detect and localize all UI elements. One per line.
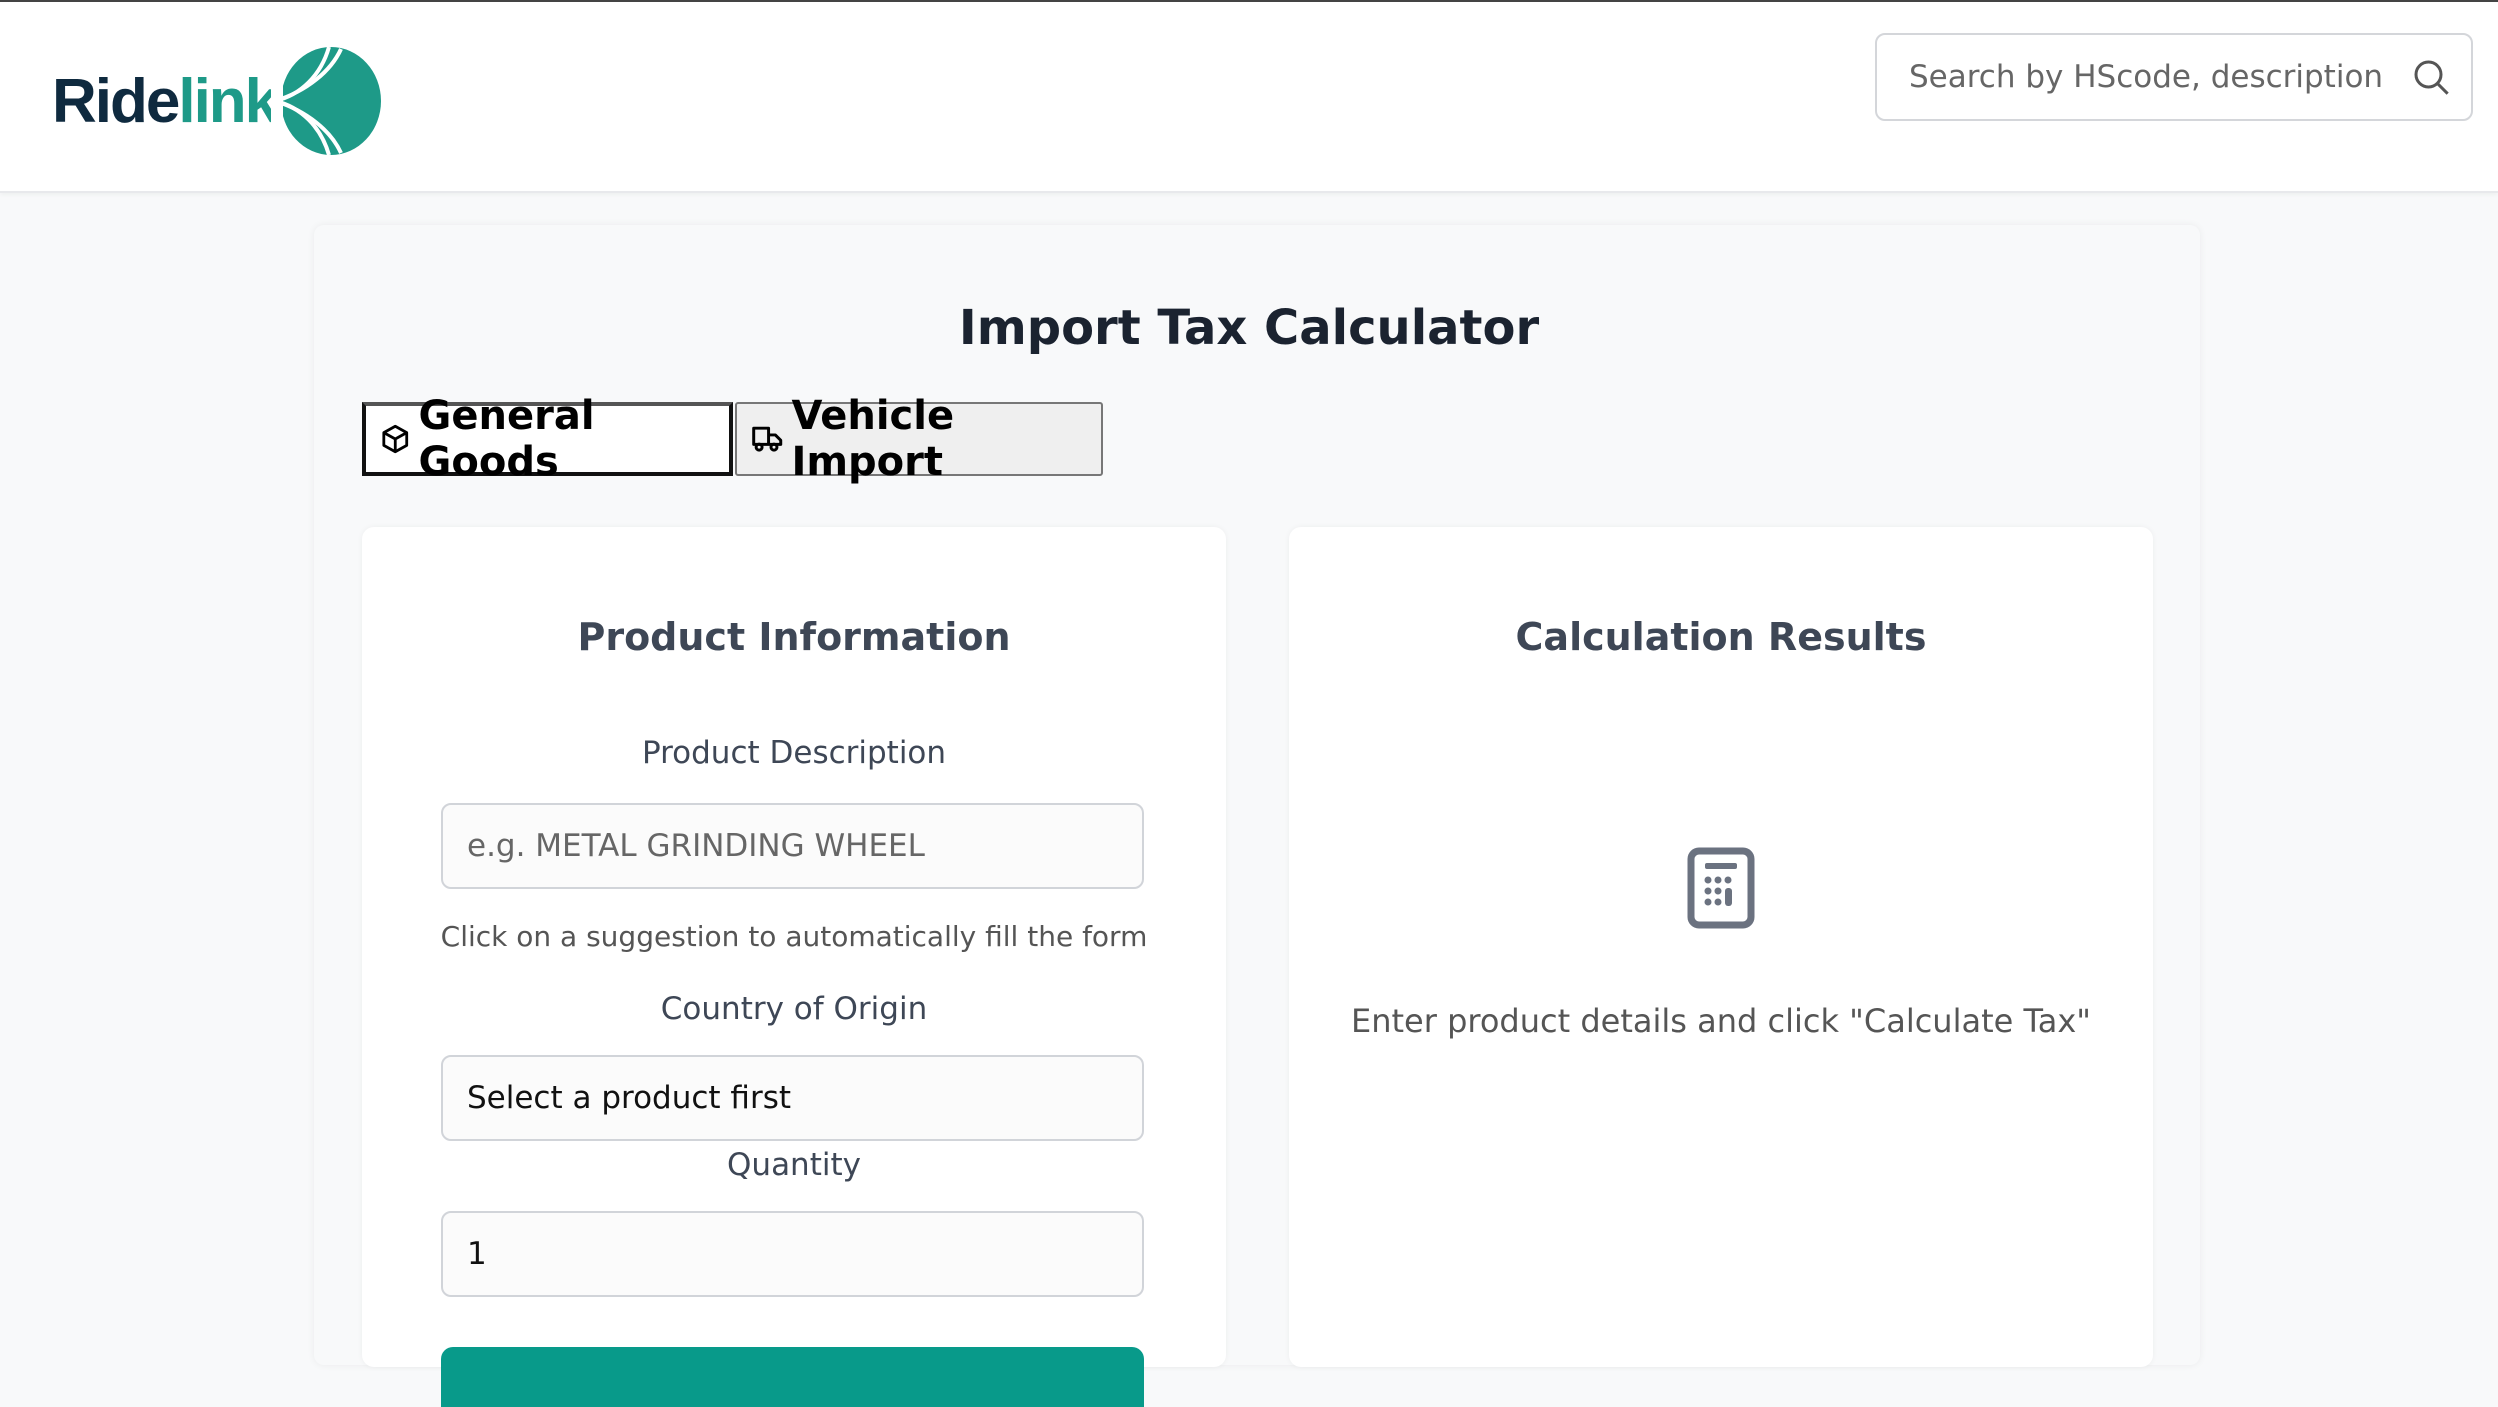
product-description-label: Product Description — [641, 735, 947, 771]
help-text: Click on a suggestion to automatically f… — [440, 920, 1148, 953]
site-header: Ridelink — [0, 2, 2498, 193]
window-top-border — [0, 0, 2498, 2]
logo-wordmark: Ridelink — [52, 66, 279, 136]
country-of-origin-label: Country of Origin — [660, 991, 928, 1027]
country-select-value: Select a product first — [467, 1080, 792, 1116]
calculate-tax-button[interactable] — [441, 1347, 1144, 1407]
logo-mark-icon — [271, 45, 382, 157]
panel-heading: Calculation Results — [1515, 615, 1927, 659]
product-description-field[interactable] — [441, 803, 1144, 889]
tab-label: Vehicle Import — [791, 393, 955, 485]
quantity-input[interactable] — [467, 1236, 1118, 1272]
package-icon — [382, 424, 409, 454]
ridelink-logo[interactable]: Ridelink — [52, 45, 383, 157]
product-information-panel: Product Information Product Description … — [362, 527, 1226, 1407]
calculation-results-panel: Calculation Results Enter product detail… — [1289, 527, 2153, 1367]
page-title: Import Tax Calculator — [958, 300, 1540, 356]
results-empty-text: Enter product details and click "Calcula… — [1351, 1002, 2091, 1040]
product-description-input[interactable] — [467, 828, 1118, 864]
truck-icon — [752, 426, 783, 452]
search-input[interactable] — [1909, 59, 2411, 95]
panel-heading: Product Information — [577, 615, 1011, 659]
tab-general-goods[interactable]: General Goods — [362, 393, 733, 485]
country-of-origin-select[interactable]: Select a product first — [441, 1055, 1144, 1141]
search-icon[interactable] — [2411, 57, 2451, 97]
quantity-field[interactable] — [441, 1211, 1144, 1297]
tab-vehicle-import[interactable]: Vehicle Import — [735, 393, 1103, 485]
tab-label: General Goods — [418, 393, 595, 485]
search-box[interactable] — [1875, 33, 2473, 121]
quantity-label: Quantity — [727, 1147, 861, 1183]
calculator-icon — [1687, 847, 1755, 929]
